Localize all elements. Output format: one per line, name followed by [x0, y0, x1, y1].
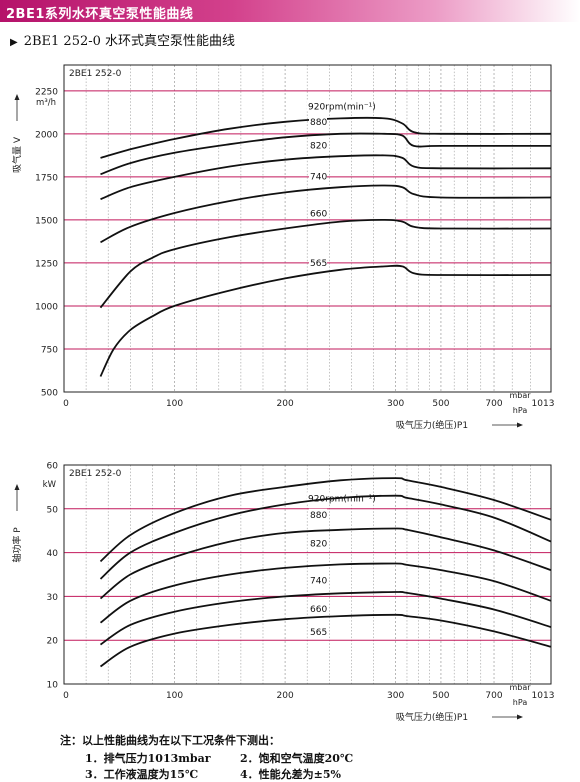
chart2-x-tick-label: 1013 [532, 691, 555, 701]
chart1-series-label-4: 740 [310, 172, 327, 182]
chart2-x-axis-arrow-icon [517, 714, 523, 720]
chart1-series-label-1: 920rpm(min⁻¹) [308, 102, 376, 112]
chart2-series-label-6: 565 [310, 628, 327, 638]
chart2-series-line-5 [99, 591, 552, 646]
chart2-series-line-2 [99, 494, 552, 580]
chart1-series-line-4 [100, 184, 552, 244]
subtitle-text: 2BE1 252-0 水环式真空泵性能曲线 [23, 34, 236, 49]
chart2-x-axis-label: 吸气压力(绝压)P1 [396, 711, 468, 723]
chart2-x-tick-label: 200 [277, 691, 294, 701]
chart2-y-unit-label: kW [43, 480, 57, 490]
chart1-series-label-bg [309, 170, 327, 182]
chart1-series-line-3 [100, 154, 552, 201]
chart1-series-label-2: 880 [310, 118, 327, 128]
chart1-series-label-bg [309, 256, 327, 268]
chart1-series-label-5: 660 [310, 210, 327, 220]
chart2-series-line-3 [99, 527, 552, 600]
chart1-y-unit-label: m³/h [36, 98, 56, 108]
chart2-series-label-bg [309, 625, 327, 637]
chart1-y-tick-label: 1750 [35, 173, 58, 183]
chart1-x-tick-label: 100 [166, 399, 183, 409]
chart1-y-tick-label: 2000 [35, 130, 58, 140]
chart1-series-label-bg [307, 100, 369, 112]
chart2-x-tick-label: 500 [432, 691, 449, 701]
chart1-y-tick-label: 2250 [35, 87, 58, 97]
note-item-3: 3．工作液温度为15℃ [85, 768, 199, 781]
chart1-model-label: 2BE1 252-0 [69, 69, 122, 79]
chart1-y-tick-label: 1500 [35, 216, 58, 226]
chart1-series-label-3: 820 [310, 141, 327, 151]
chart2-series-label-bg [309, 508, 327, 520]
notes-heading: 注：以上性能曲线为在以下工况条件下测出： [60, 734, 280, 747]
title-banner: 2BE1系列水环真空泵性能曲线 [0, 0, 580, 22]
chart2-y-tick-label: 50 [47, 505, 59, 515]
chart2-series-label-5: 660 [310, 605, 327, 615]
chart2-y-tick-label: 10 [47, 681, 59, 691]
chart2-x-tick-label: 100 [166, 691, 183, 701]
note-item-4: 4．性能允差为±5% [240, 768, 341, 781]
note-item-1: 1．排气压力1013mbar [85, 752, 211, 765]
chart1-series-line-6 [99, 264, 552, 377]
chart2-series-label-bg [309, 537, 327, 549]
chart-subtitle: ▶ 2BE1 252-0 水环式真空泵性能曲线 [10, 30, 235, 49]
chart1-series-line-2 [100, 132, 551, 176]
chart2-series-label-4: 740 [310, 577, 327, 587]
chart2-series-label-bg [309, 603, 327, 615]
chart1-x-tick-label: 0 [63, 399, 69, 409]
chart2-y-tick-label: 60 [47, 462, 59, 472]
chart1-series-label-6: 565 [310, 259, 327, 269]
chart2-x-tick-label: 0 [63, 691, 69, 701]
chart2-x-tick-label: 300 [387, 691, 404, 701]
chart1-series-line-1 [100, 116, 552, 159]
chart1-y-tick-label: 1250 [35, 259, 58, 269]
chart1-x-tick-label: 1013 [532, 399, 555, 409]
chart1-series-label-bg [309, 115, 327, 127]
chart2-series-label-2: 880 [310, 511, 327, 521]
note-item-2: 2．饱和空气温度20℃ [240, 752, 354, 765]
chart2-series-label-bg [309, 574, 327, 586]
chart2-series-line-1 [99, 477, 552, 563]
chart1-y-tick-label: 1000 [35, 302, 58, 312]
chart2-y-axis-arrow-icon [14, 484, 20, 490]
chart1-x-axis-label: 吸气压力(绝压)P1 [396, 419, 468, 431]
chart1-y-axis-arrow-icon [14, 94, 20, 100]
chart2-y-tick-label: 20 [47, 637, 59, 647]
chart2-x-unit-top: mbar [509, 683, 531, 692]
chart1-x-tick-label: 200 [277, 399, 294, 409]
triangle-marker-icon: ▶ [10, 37, 18, 48]
banner-title: 2BE1系列水环真空泵性能曲线 [6, 7, 194, 22]
chart1-x-tick-label: 700 [485, 399, 502, 409]
chart1-series-line-5 [99, 219, 552, 309]
chart2-series-line-4 [99, 562, 552, 624]
chart2-series-line-6 [99, 613, 552, 668]
chart1-y-tick-label: 500 [41, 389, 58, 399]
chart1-y-axis-label: 吸气量 V [11, 136, 23, 173]
chart1-x-unit-top: mbar [509, 391, 531, 400]
chart1-series-label-bg [309, 207, 327, 219]
chart2-series-label-3: 820 [310, 540, 327, 550]
chart2-x-unit-bottom: hPa [513, 698, 528, 707]
chart1-x-tick-label: 500 [432, 399, 449, 409]
chart1-x-unit-bottom: hPa [513, 406, 528, 415]
chart2-y-tick-label: 40 [47, 549, 59, 559]
chart1-series-label-bg [309, 139, 327, 151]
chart1-x-axis-arrow-icon [517, 422, 523, 428]
chart2-y-tick-label: 30 [47, 593, 59, 603]
chart1-x-tick-label: 300 [387, 399, 404, 409]
chart2-y-axis-label: 轴功率 P [11, 527, 23, 563]
chart2-model-label: 2BE1 252-0 [69, 469, 122, 479]
chart2-frame [63, 464, 552, 685]
chart2-x-tick-label: 700 [485, 691, 502, 701]
chart1-y-tick-label: 750 [41, 345, 58, 355]
chart2-series-label-1: 920rpm(min⁻¹) [308, 494, 376, 504]
